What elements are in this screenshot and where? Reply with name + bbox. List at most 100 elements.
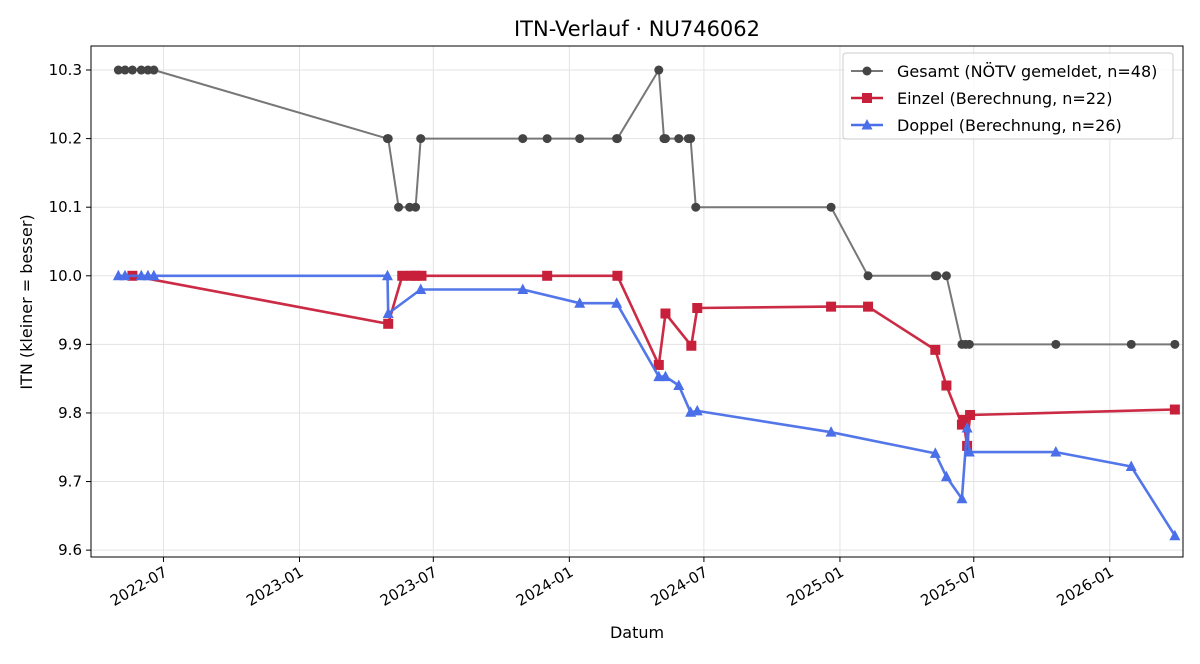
data-point: [686, 340, 697, 351]
legend-label: Doppel (Berechnung, n=26): [897, 116, 1122, 135]
data-point: [574, 297, 586, 308]
data-point: [825, 426, 837, 437]
data-point: [653, 359, 664, 370]
data-point: [965, 410, 976, 421]
data-point: [692, 303, 703, 314]
legend-marker: [861, 119, 873, 130]
data-point: [1051, 339, 1061, 349]
y-axis: 9.6 9.7 9.8 9.9 10.0 10.1 10.2 10.3: [49, 61, 91, 559]
x-tick-label: 2022-07: [107, 563, 170, 610]
series-circle: [113, 65, 1180, 349]
legend-marker: [862, 93, 872, 103]
data-point: [612, 134, 622, 144]
data-point: [416, 134, 426, 144]
x-axis: 2022-07 2023-01 2023-07 2024-01 2024-07 2025-…: [107, 557, 1117, 610]
chart-title: ITN-Verlauf · NU746062: [514, 17, 760, 41]
data-point: [416, 270, 427, 281]
data-point: [611, 297, 623, 308]
data-point: [575, 134, 585, 144]
legend: Gesamt (NÖTV gemeldet, n=48) Einzel (Bere…: [842, 52, 1174, 140]
data-point: [962, 440, 973, 451]
data-point: [415, 283, 427, 294]
data-point: [113, 65, 123, 75]
y-tick-label: 9.9: [58, 335, 82, 353]
legend-marker: [862, 66, 872, 76]
data-point: [397, 270, 408, 281]
data-point: [1126, 339, 1136, 349]
data-point: [1125, 460, 1137, 471]
data-point: [120, 65, 130, 75]
x-tick-label: 2026-01: [1054, 563, 1117, 610]
x-tick-label: 2023-01: [243, 563, 306, 610]
data-point: [958, 414, 969, 425]
series-line: [118, 274, 1176, 537]
data-point: [941, 271, 951, 281]
data-point: [863, 301, 874, 312]
y-tick-label: 9.8: [58, 404, 82, 422]
data-point: [961, 422, 973, 433]
data-point: [691, 202, 701, 212]
data-point: [127, 65, 137, 75]
data-point: [654, 65, 664, 75]
x-tick-label: 2025-01: [784, 563, 847, 610]
data-point: [1170, 339, 1180, 349]
data-point: [826, 202, 836, 212]
data-point: [612, 270, 623, 281]
y-tick-label: 10.1: [49, 198, 82, 216]
x-tick-label: 2023-07: [377, 563, 440, 610]
legend-label: Einzel (Berechnung, n=22): [897, 89, 1112, 108]
data-point: [149, 65, 159, 75]
data-point: [930, 344, 941, 355]
x-axis-label: Datum: [610, 623, 664, 642]
data-point: [826, 301, 837, 312]
series-layer: [112, 65, 1181, 541]
data-point: [1050, 446, 1062, 457]
data-point: [691, 404, 703, 416]
data-point: [411, 202, 421, 212]
data-point: [518, 134, 528, 144]
data-point: [136, 65, 146, 75]
data-point: [382, 307, 394, 319]
y-tick-label: 9.6: [58, 541, 82, 559]
data-point: [410, 270, 421, 281]
data-point: [542, 270, 553, 281]
y-tick-label: 9.7: [58, 473, 82, 491]
data-point: [674, 134, 684, 144]
data-point: [383, 318, 394, 329]
data-point: [517, 283, 529, 294]
grid-layer: [91, 46, 1183, 557]
data-point: [673, 379, 685, 391]
data-point: [542, 134, 552, 144]
legend-box: [842, 52, 1174, 140]
series-line: [132, 274, 1175, 448]
y-tick-label: 10.2: [49, 130, 82, 148]
data-point: [940, 470, 952, 482]
data-point: [660, 308, 671, 319]
data-point: [381, 269, 393, 281]
x-tick-label: 2024-07: [648, 563, 711, 610]
x-tick-label: 2025-07: [917, 563, 980, 610]
data-point: [964, 339, 974, 349]
data-point: [941, 380, 952, 391]
data-point: [119, 269, 131, 281]
data-point: [932, 271, 942, 281]
y-tick-label: 10.3: [49, 61, 82, 79]
data-point: [929, 447, 941, 458]
series-square: [127, 270, 1180, 451]
data-point: [863, 271, 873, 281]
data-point: [963, 446, 975, 457]
data-point: [394, 202, 404, 212]
data-point: [660, 134, 670, 144]
data-point: [659, 370, 671, 382]
data-point: [956, 492, 968, 504]
legend-label: Gesamt (NÖTV gemeldet, n=48): [897, 62, 1157, 81]
data-point: [686, 134, 696, 144]
x-tick-label: 2024-01: [513, 563, 576, 610]
series-triangle: [112, 269, 1181, 541]
data-point: [148, 269, 160, 281]
data-point: [1169, 404, 1180, 415]
data-point: [383, 134, 393, 144]
data-point: [1169, 529, 1181, 541]
